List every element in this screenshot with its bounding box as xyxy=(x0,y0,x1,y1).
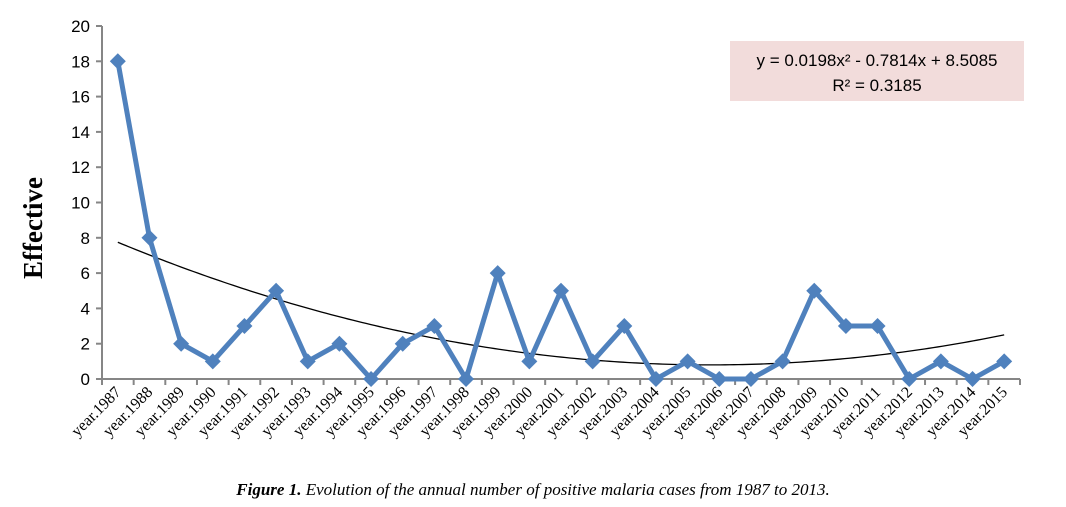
data-point-marker xyxy=(869,318,886,335)
y-tick-label: 2 xyxy=(81,335,90,354)
data-point-marker xyxy=(173,335,190,352)
data-point-marker xyxy=(742,371,759,387)
data-point-marker xyxy=(394,335,411,352)
data-point-marker xyxy=(268,282,285,299)
y-tick-label: 14 xyxy=(71,123,90,142)
y-axis-ticks: 0 2 4 6 8 10 12 14 16 18 20 xyxy=(71,17,102,389)
data-point-marker xyxy=(458,371,475,387)
data-point-marker xyxy=(204,353,221,370)
figure-caption: Figure 1. Evolution of the annual number… xyxy=(0,480,1066,500)
y-tick-label: 12 xyxy=(71,158,90,177)
trendline-equation: y = 0.0198x² - 0.7814x + 8.5085 xyxy=(756,51,997,70)
trendline-group xyxy=(117,241,1005,366)
caption-text: Evolution of the annual number of positi… xyxy=(301,480,830,499)
x-axis-ticks: year.1987year.1988year.1989year.1990year… xyxy=(68,379,1021,440)
data-point-marker xyxy=(584,353,601,370)
data-point-marker xyxy=(647,371,664,387)
figure-label: Figure 1. xyxy=(236,480,302,499)
y-tick-label: 10 xyxy=(71,194,90,213)
data-point-marker xyxy=(236,318,253,335)
data-point-marker xyxy=(806,282,823,299)
data-point-marker xyxy=(901,371,918,387)
data-point-marker xyxy=(489,265,506,282)
y-tick-label: 4 xyxy=(81,299,90,318)
y-tick-label: 0 xyxy=(81,370,90,389)
y-tick-label: 6 xyxy=(81,264,90,283)
trendline-equation-box: y = 0.0198x² - 0.7814x + 8.5085 R² = 0.3… xyxy=(730,41,1024,101)
data-point-marker xyxy=(711,371,728,387)
equation-box-background xyxy=(730,41,1024,101)
data-point-marker xyxy=(109,53,126,70)
data-point-marker xyxy=(616,318,633,335)
y-tick-label: 20 xyxy=(71,17,90,36)
data-point-marker xyxy=(521,353,538,370)
series-group xyxy=(109,53,1013,387)
line-chart: 0 2 4 6 8 10 12 14 16 18 20 year.1987year.1988year… xyxy=(18,17,1024,440)
data-point-marker xyxy=(774,353,791,370)
trendline xyxy=(117,241,1005,366)
data-point-marker xyxy=(837,318,854,335)
r-squared: R² = 0.3185 xyxy=(832,76,921,95)
data-point-marker xyxy=(932,353,949,370)
y-tick-label: 8 xyxy=(81,229,90,248)
data-point-marker xyxy=(679,353,696,370)
y-axis-label: Effective xyxy=(18,177,48,279)
data-point-marker xyxy=(553,282,569,299)
data-point-marker xyxy=(299,353,316,370)
data-point-marker xyxy=(141,229,158,246)
y-tick-label: 16 xyxy=(71,88,90,107)
y-tick-label: 18 xyxy=(71,52,90,71)
data-point-marker xyxy=(426,318,443,335)
data-point-marker xyxy=(363,371,380,387)
data-point-marker xyxy=(996,353,1013,370)
series-line xyxy=(115,60,1006,382)
data-point-marker xyxy=(331,335,348,352)
data-point-marker xyxy=(964,371,981,387)
